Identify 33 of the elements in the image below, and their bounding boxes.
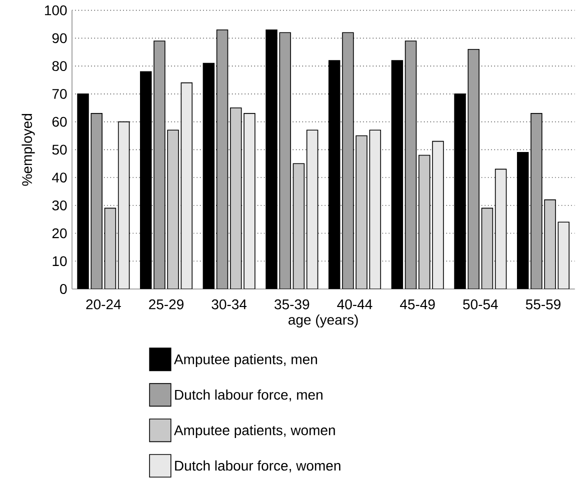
y-tick-label: 20 <box>52 228 67 238</box>
bar <box>356 135 368 290</box>
x-tick-label: 25-29 <box>149 299 184 310</box>
y-axis-title: %employed <box>22 114 35 186</box>
legend-label: Dutch labour force, men <box>175 389 322 402</box>
y-tick-label: 30 <box>52 200 67 210</box>
x-tick-label: 55-59 <box>526 299 560 310</box>
bar <box>230 107 242 290</box>
legend-label: Dutch labour force, women <box>175 460 340 472</box>
y-tick-label: 100 <box>45 5 67 16</box>
bar <box>544 199 556 290</box>
x-tick-label: 35-39 <box>274 299 310 310</box>
y-tick-label: 10 <box>52 256 67 266</box>
x-tick-label: 40-44 <box>337 299 372 310</box>
legend-label: Amputee patients, women <box>174 424 335 438</box>
bar <box>104 208 116 290</box>
y-tick-label: 40 <box>52 172 67 182</box>
x-tick-label: 20-24 <box>86 299 121 310</box>
bar <box>292 163 305 290</box>
x-tick-label: 45-49 <box>400 299 435 310</box>
y-tick-label: 70 <box>52 88 67 99</box>
y-tick-label: 50 <box>52 144 67 155</box>
x-axis-title: age (years) <box>288 314 358 328</box>
y-tick-label: 90 <box>52 33 67 44</box>
x-tick-label: 30-34 <box>212 299 247 310</box>
y-tick-label: 80 <box>52 61 67 72</box>
x-tick-label: 50-54 <box>463 299 498 310</box>
y-tick-label: 60 <box>52 116 67 127</box>
legend-label: Amputee patients, men <box>174 354 317 368</box>
bar <box>481 208 494 290</box>
bar <box>167 130 179 290</box>
bar <box>418 154 430 290</box>
y-tick-label: 0 <box>60 284 67 294</box>
